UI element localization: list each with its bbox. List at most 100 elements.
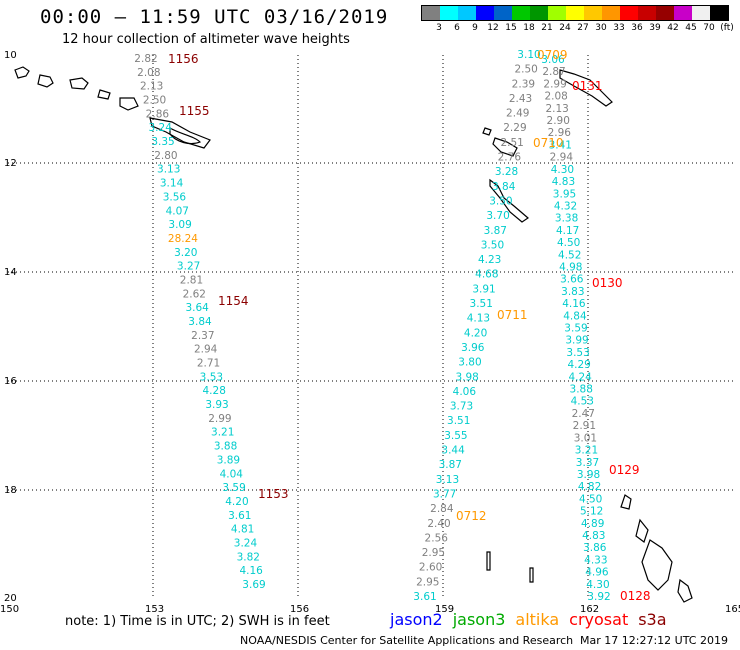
island-shape (149, 117, 211, 149)
satellite-legend-item: jason3 (452, 610, 506, 629)
coastlines (14, 66, 693, 603)
swh-value: 3.50 (481, 239, 504, 251)
map-subtitle: 12 hour collection of altimeter wave hei… (62, 32, 350, 47)
legend-swatch (530, 6, 548, 20)
legend-swatch (512, 6, 530, 20)
grid-lines (8, 55, 733, 598)
swh-value: 3.84 (492, 181, 516, 193)
swh-value: 2.99 (543, 78, 566, 90)
swh-value: 2.82 (134, 53, 157, 65)
swh-value: 2.37 (191, 330, 214, 342)
swh-value: 4.82 (578, 481, 601, 493)
swh-value: 3.53 (566, 347, 589, 359)
legend-label: 24 (559, 23, 571, 33)
swh-value: 3.59 (222, 482, 245, 494)
pass-time-label: 0130 (592, 276, 623, 290)
island-shape (69, 77, 89, 90)
swh-value: 2.56 (425, 532, 449, 544)
legend-label: 3 (436, 23, 442, 33)
swh-value: 4.83 (552, 176, 575, 188)
legend-label: 21 (541, 23, 553, 33)
swh-value: 4.89 (581, 518, 604, 530)
lat-tick-label: 20 (4, 593, 17, 604)
swh-value: 3.61 (228, 510, 251, 522)
swh-value: 3.89 (217, 454, 240, 466)
island-shape (482, 127, 492, 136)
swh-value: 2.08 (137, 67, 160, 79)
swh-value: 3.61 (413, 591, 436, 603)
swh-value: 2.50 (143, 95, 166, 107)
swh-value: 2.39 (512, 78, 535, 90)
swh-value: 5.12 (580, 506, 603, 518)
swh-value: 2.60 (419, 562, 442, 574)
pass-time-label: 1154 (218, 294, 249, 308)
legend-swatch (674, 6, 692, 20)
swh-value: 2.96 (548, 127, 572, 139)
credit-line: NOAA/NESDIS Center for Satellite Applica… (240, 634, 574, 647)
satellite-legend-item: s3a (638, 610, 667, 629)
swh-value: 2.91 (573, 420, 596, 432)
swh-value: 2.51 (500, 137, 523, 149)
swh-value: 3.14 (160, 178, 184, 190)
pass-time-label: 0129 (609, 463, 640, 477)
swh-value: 2.81 (180, 274, 203, 286)
swh-value: 3.88 (214, 441, 237, 453)
legend-label: 6 (454, 23, 460, 33)
pass-time-label: 1155 (179, 104, 210, 118)
swh-value: 2.95 (422, 547, 445, 559)
island-shape (119, 97, 139, 111)
island-shape (489, 178, 529, 223)
swh-value: 4.50 (579, 493, 602, 505)
swh-value: 2.43 (509, 93, 532, 105)
map-title: 00:00 – 11:59 UTC 03/16/2019 (40, 6, 389, 28)
swh-value: 2.49 (506, 108, 529, 120)
island-shape (635, 518, 649, 543)
legend-swatch (692, 6, 710, 20)
satellite-legend-item: cryosat (569, 610, 629, 629)
island-shape (14, 66, 30, 79)
pass-time-label: 0712 (456, 509, 487, 523)
legend-label: 39 (649, 23, 661, 33)
legend-labels: 3 6 9 12 15 18 21 24 27 30 33 36 39 42 45 70 (ft) (421, 21, 734, 35)
pass-time-label: 0710 (533, 136, 564, 150)
swh-value: 3.73 (450, 401, 473, 413)
island-shape (529, 567, 534, 583)
swh-value: 2.90 (547, 115, 570, 127)
swh-value: 3.35 (151, 136, 174, 148)
swh-value: 3.09 (168, 219, 191, 231)
swh-value: 2.50 (514, 64, 537, 76)
pass-time-label: 0711 (497, 308, 528, 322)
swh-value: 3.66 (560, 274, 584, 286)
swh-value: 3.53 (200, 371, 223, 383)
swh-value: 2.84 (430, 503, 454, 515)
footnote: note: 1) Time is in UTC; 2) SWH is in fe… (65, 614, 330, 629)
lat-tick-label: 16 (4, 376, 17, 387)
legend-swatch (656, 6, 674, 20)
swh-value: 4.29 (567, 359, 590, 371)
swh-value: 3.98 (455, 371, 478, 383)
swh-value: 3.87 (439, 459, 462, 471)
swh-value: 2.29 (503, 122, 526, 134)
swh-value: 4.68 (475, 269, 498, 281)
legend-label: 18 (523, 23, 535, 33)
swh-value: 2.86 (146, 108, 170, 120)
swh-value: 4.50 (557, 237, 580, 249)
swh-value: 3.38 (555, 213, 578, 225)
swh-value: 3.21 (211, 427, 234, 439)
legend-label: 12 (487, 23, 499, 33)
swh-value: 4.30 (586, 579, 609, 591)
swh-value: 3.59 (564, 323, 587, 335)
swh-value: 3.13 (157, 164, 180, 176)
legend-swatch (566, 6, 584, 20)
legend-swatch (548, 6, 566, 20)
pass-time-label: 0709 (537, 48, 568, 62)
satellite-legend: jason2 jason3 altika cryosat s3a (390, 610, 677, 629)
swh-value: 2.13 (140, 81, 163, 93)
swh-value: 4.84 (563, 310, 587, 322)
legend-label: 9 (472, 23, 478, 33)
legend-label: 27 (577, 23, 589, 33)
swh-value: 4.52 (558, 249, 581, 261)
swh-value: 28.24 (168, 233, 198, 245)
legend-swatch (710, 6, 728, 20)
